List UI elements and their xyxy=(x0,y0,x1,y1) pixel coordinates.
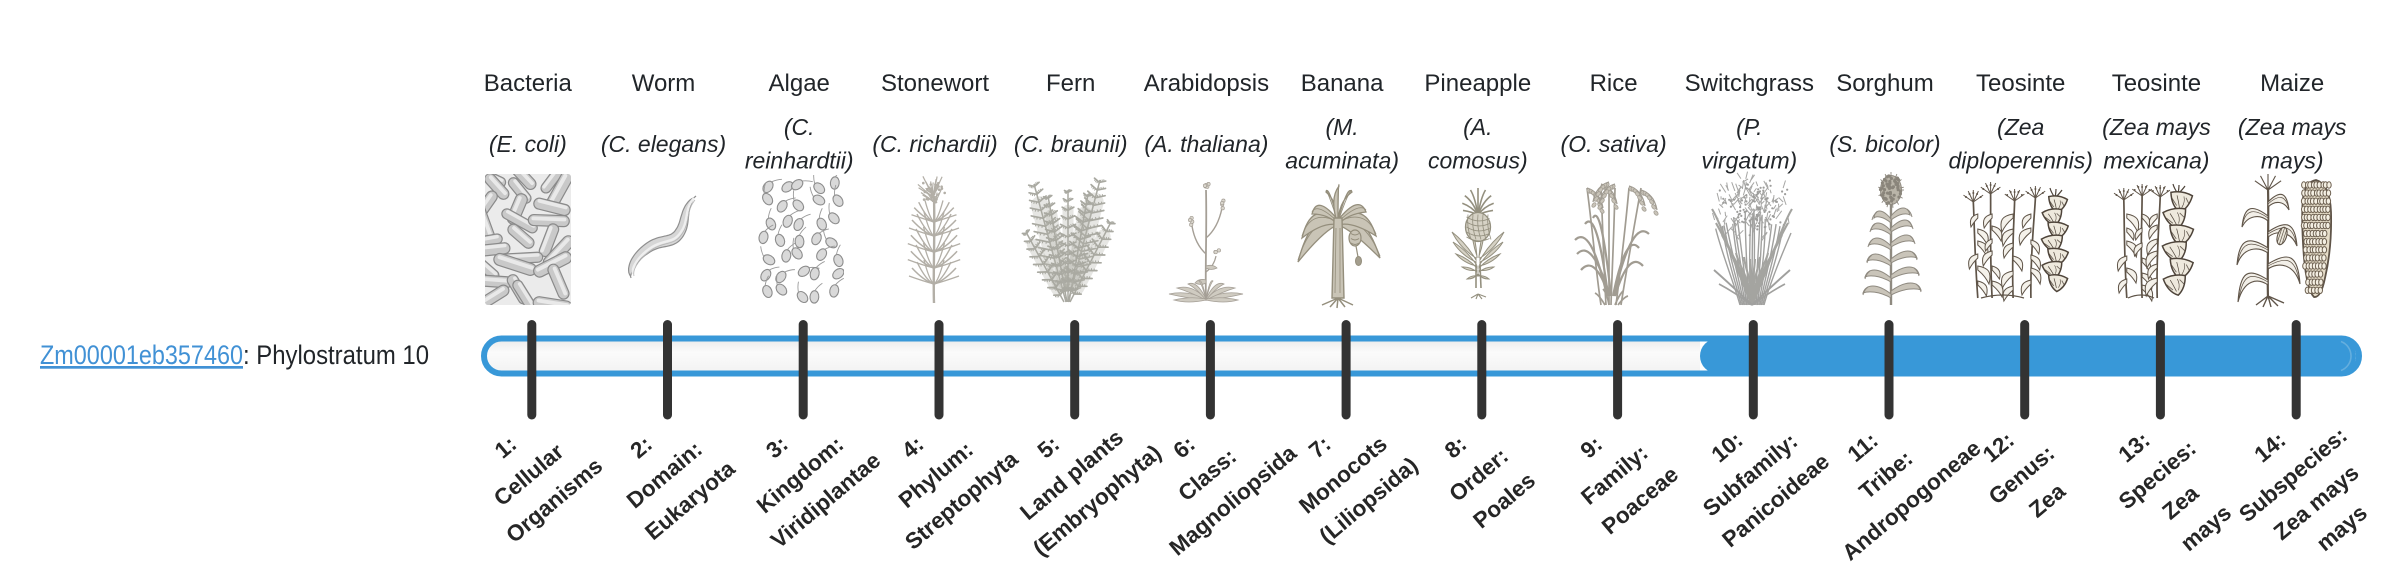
svg-text:(P.: (P. xyxy=(1736,114,1762,140)
svg-text:(E. coli): (E. coli) xyxy=(489,131,567,157)
svg-text:(S. bicolor): (S. bicolor) xyxy=(1829,131,1940,157)
svg-text:: Phylostratum 10: : Phylostratum 10 xyxy=(243,340,429,370)
svg-text:Stonewort: Stonewort xyxy=(881,70,989,97)
svg-text:Arabidopsis: Arabidopsis xyxy=(1144,70,1269,97)
svg-text:Sorghum: Sorghum xyxy=(1836,70,1933,97)
svg-text:Pineapple: Pineapple xyxy=(1424,70,1531,97)
svg-text:(A. thaliana): (A. thaliana) xyxy=(1144,131,1268,157)
svg-text:acuminata): acuminata) xyxy=(1285,148,1399,174)
svg-text:Banana: Banana xyxy=(1301,70,1384,97)
svg-text:(A.: (A. xyxy=(1463,114,1492,140)
svg-text:(C.: (C. xyxy=(784,114,815,140)
svg-text:Algae: Algae xyxy=(769,70,830,97)
svg-text:Teosinte: Teosinte xyxy=(1976,70,2065,97)
svg-text:(M.: (M. xyxy=(1325,114,1358,140)
svg-text:(Zea: (Zea xyxy=(1997,114,2044,140)
svg-text:mexicana): mexicana) xyxy=(2103,148,2209,174)
svg-text:Fern: Fern xyxy=(1046,70,1095,97)
svg-text:Worm: Worm xyxy=(632,70,696,97)
svg-text:Teosinte: Teosinte xyxy=(2112,70,2201,97)
svg-text:(Zea mays: (Zea mays xyxy=(2102,114,2211,140)
svg-text:Rice: Rice xyxy=(1590,70,1638,97)
svg-text:virgatum): virgatum) xyxy=(1701,148,1797,174)
svg-text:(Zea mays: (Zea mays xyxy=(2238,114,2347,140)
svg-text:diploperennis): diploperennis) xyxy=(1948,148,2092,174)
svg-text:Maize: Maize xyxy=(2260,70,2324,97)
svg-text:comosus): comosus) xyxy=(1428,148,1528,174)
svg-text:(C. braunii): (C. braunii) xyxy=(1014,131,1128,157)
svg-text:(C. elegans): (C. elegans) xyxy=(601,131,726,157)
svg-text:Bacteria: Bacteria xyxy=(484,70,573,97)
svg-text:Switchgrass: Switchgrass xyxy=(1685,70,1814,97)
svg-text:Zm00001eb357460: Zm00001eb357460 xyxy=(40,340,243,370)
svg-text:reinhardtii): reinhardtii) xyxy=(745,148,854,174)
svg-text:(C. richardii): (C. richardii) xyxy=(872,131,997,157)
svg-text:mays): mays) xyxy=(2261,148,2324,174)
svg-text:(O. sativa): (O. sativa) xyxy=(1561,131,1667,157)
